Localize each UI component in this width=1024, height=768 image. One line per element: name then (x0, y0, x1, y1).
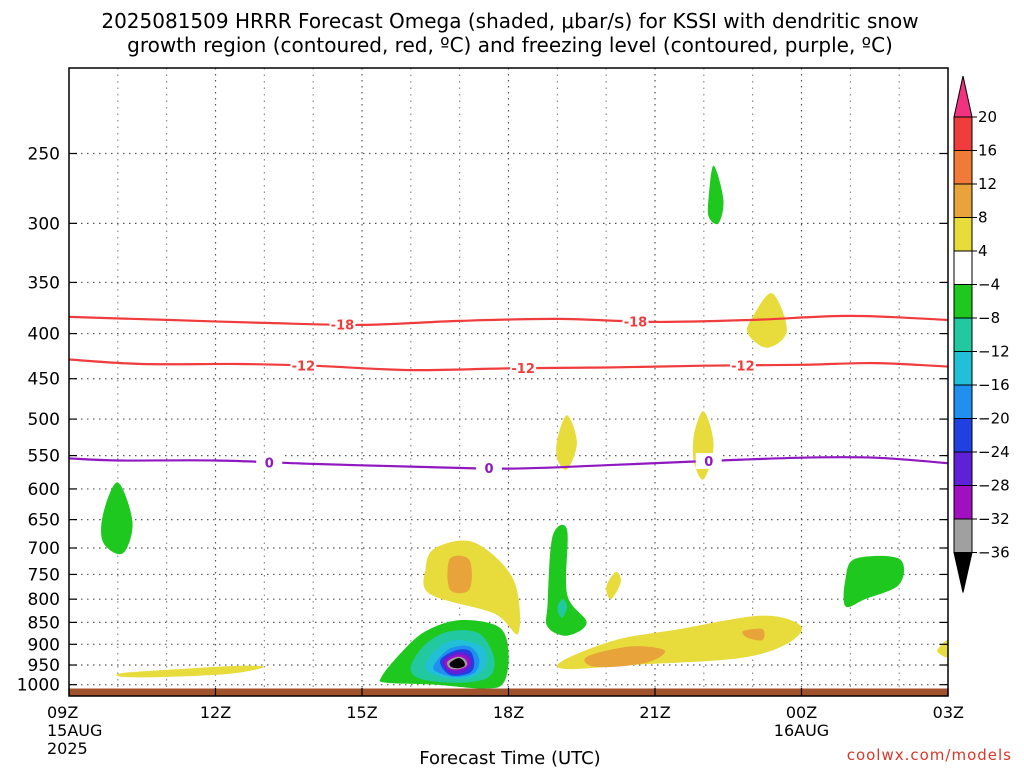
x-tick-label: 03Z (933, 703, 964, 722)
colorbar-label: 4 (978, 242, 988, 260)
y-tick-label: 400 (28, 325, 60, 345)
colorbar: 20 16 12 8 4 −4 −8 −12 −16 −20 −24 −28 −32 −36 (953, 75, 1010, 593)
omega-region-5 (116, 665, 265, 678)
omega-region-24 (449, 658, 465, 669)
colorbar-swatch (953, 451, 973, 486)
freezing-level-contour-label-bg (475, 460, 502, 477)
temperature-contour-label: -18 (331, 318, 355, 333)
omega-region-15 (843, 555, 905, 608)
x-tick-label: 21Z (639, 703, 670, 722)
y-tick-label: 550 (28, 447, 60, 467)
colorbar-label: −8 (978, 309, 1000, 327)
omega-shading (101, 165, 948, 689)
x-axis-label: Forecast Time (UTC) (419, 748, 600, 768)
y-tick-label: 750 (28, 565, 60, 585)
omega-region-9 (606, 571, 621, 600)
temperature-contour-1 (68, 358, 949, 372)
temperature-contour-label-bg (329, 316, 356, 333)
y-tick-label: 850 (28, 613, 60, 633)
temperature-contour-label: -18 (624, 315, 648, 330)
y-tick-label: 1000 (17, 676, 60, 696)
colorbar-label: −12 (978, 343, 1010, 361)
temperature-contour-label-bg (622, 313, 649, 330)
colorbar-label: 12 (978, 175, 997, 193)
y-tick-label: 600 (28, 480, 60, 500)
y-tick-label: 700 (28, 539, 60, 559)
colorbar-swatch (953, 183, 973, 218)
freezing-level-contour-label: 0 (265, 456, 274, 471)
y-tick-label: 250 (28, 144, 60, 164)
colorbar-label: 16 (978, 142, 997, 160)
temperature-contour-label: -12 (511, 362, 535, 377)
omega-region-3 (584, 646, 666, 668)
colorbar-swatch (953, 217, 973, 252)
colorbar-label: −32 (978, 510, 1010, 528)
freezing-level-contour-2 (68, 456, 949, 470)
freezing-level-contour-label-bg (256, 454, 283, 471)
colorbar-swatch (953, 485, 973, 520)
plot-area: -18 -18 -12 -12 -12 0 0 0 250 300 350 400 450 500 550 6… (17, 67, 964, 758)
y-tick-label: 950 (28, 656, 60, 676)
temperature-contour-0 (68, 314, 949, 327)
colorbar-label: −4 (978, 276, 1000, 294)
x-tick-label: 00Z (786, 703, 817, 722)
omega-region-11 (101, 482, 133, 555)
colorbar-swatch (953, 150, 973, 185)
y-tick-label: 900 (28, 635, 60, 655)
colorbar-label: −20 (978, 410, 1010, 428)
omega-region-13 (545, 524, 587, 636)
colorbar-swatch (953, 384, 973, 419)
colorbar-swatch (953, 317, 973, 352)
omega-region-12 (707, 165, 724, 225)
colorbar-swatch (953, 351, 973, 386)
colorbar-swatch (953, 250, 973, 285)
colorbar-swatch (953, 284, 973, 319)
y-tick-label: 800 (28, 590, 60, 610)
x-tick-year: 2025 (47, 739, 88, 758)
y-tick-label: 300 (28, 214, 60, 234)
colorbar-top-arrow (953, 75, 973, 118)
x-tick-date: 15AUG (47, 721, 102, 740)
x-tick-label: 09Z (47, 703, 78, 722)
temperature-contour-label-bg (510, 360, 537, 377)
freezing-level-contour-label: 0 (704, 455, 713, 470)
y-tick-label: 350 (28, 273, 60, 293)
x-tick-label: 15Z (346, 703, 377, 722)
colorbar-label: −36 (978, 544, 1010, 562)
omega-region-0 (423, 540, 521, 635)
temperature-contour-label-bg (290, 357, 317, 374)
y-tick-label: 650 (28, 511, 60, 531)
colorbar-label: −16 (978, 376, 1010, 394)
colorbar-bottom-arrow (953, 552, 973, 593)
colorbar-swatch (953, 116, 973, 151)
credit-text: coolwx.com/models (847, 746, 1012, 764)
chart-title-line2: growth region (contoured, red, ºC) and f… (127, 33, 893, 57)
x-tick-label: 18Z (493, 703, 524, 722)
freezing-level-contour-label: 0 (484, 462, 493, 477)
colorbar-label: 20 (978, 108, 997, 126)
x-tick-label: 12Z (200, 703, 231, 722)
colorbar-label: −28 (978, 477, 1010, 495)
temperature-contour-label-bg (729, 357, 756, 374)
y-tick-label: 450 (28, 370, 60, 390)
temperature-contour-label: -12 (731, 359, 755, 374)
colorbar-label: −24 (978, 443, 1010, 461)
omega-region-7 (556, 415, 577, 470)
omega-region-14 (557, 599, 568, 618)
colorbar-label: 8 (978, 209, 988, 227)
colorbar-swatch (953, 418, 973, 453)
temperature-contour-label: -12 (292, 359, 316, 374)
omega-region-4 (742, 628, 765, 641)
omega-region-1 (447, 555, 472, 594)
x-tick-date: 16AUG (774, 721, 829, 740)
freezing-level-contour-label-bg (695, 452, 722, 469)
colorbar-swatch (953, 518, 973, 553)
y-tick-label: 500 (28, 410, 60, 430)
chart-title-line1: 2025081509 HRRR Forecast Omega (shaded, … (101, 9, 918, 33)
